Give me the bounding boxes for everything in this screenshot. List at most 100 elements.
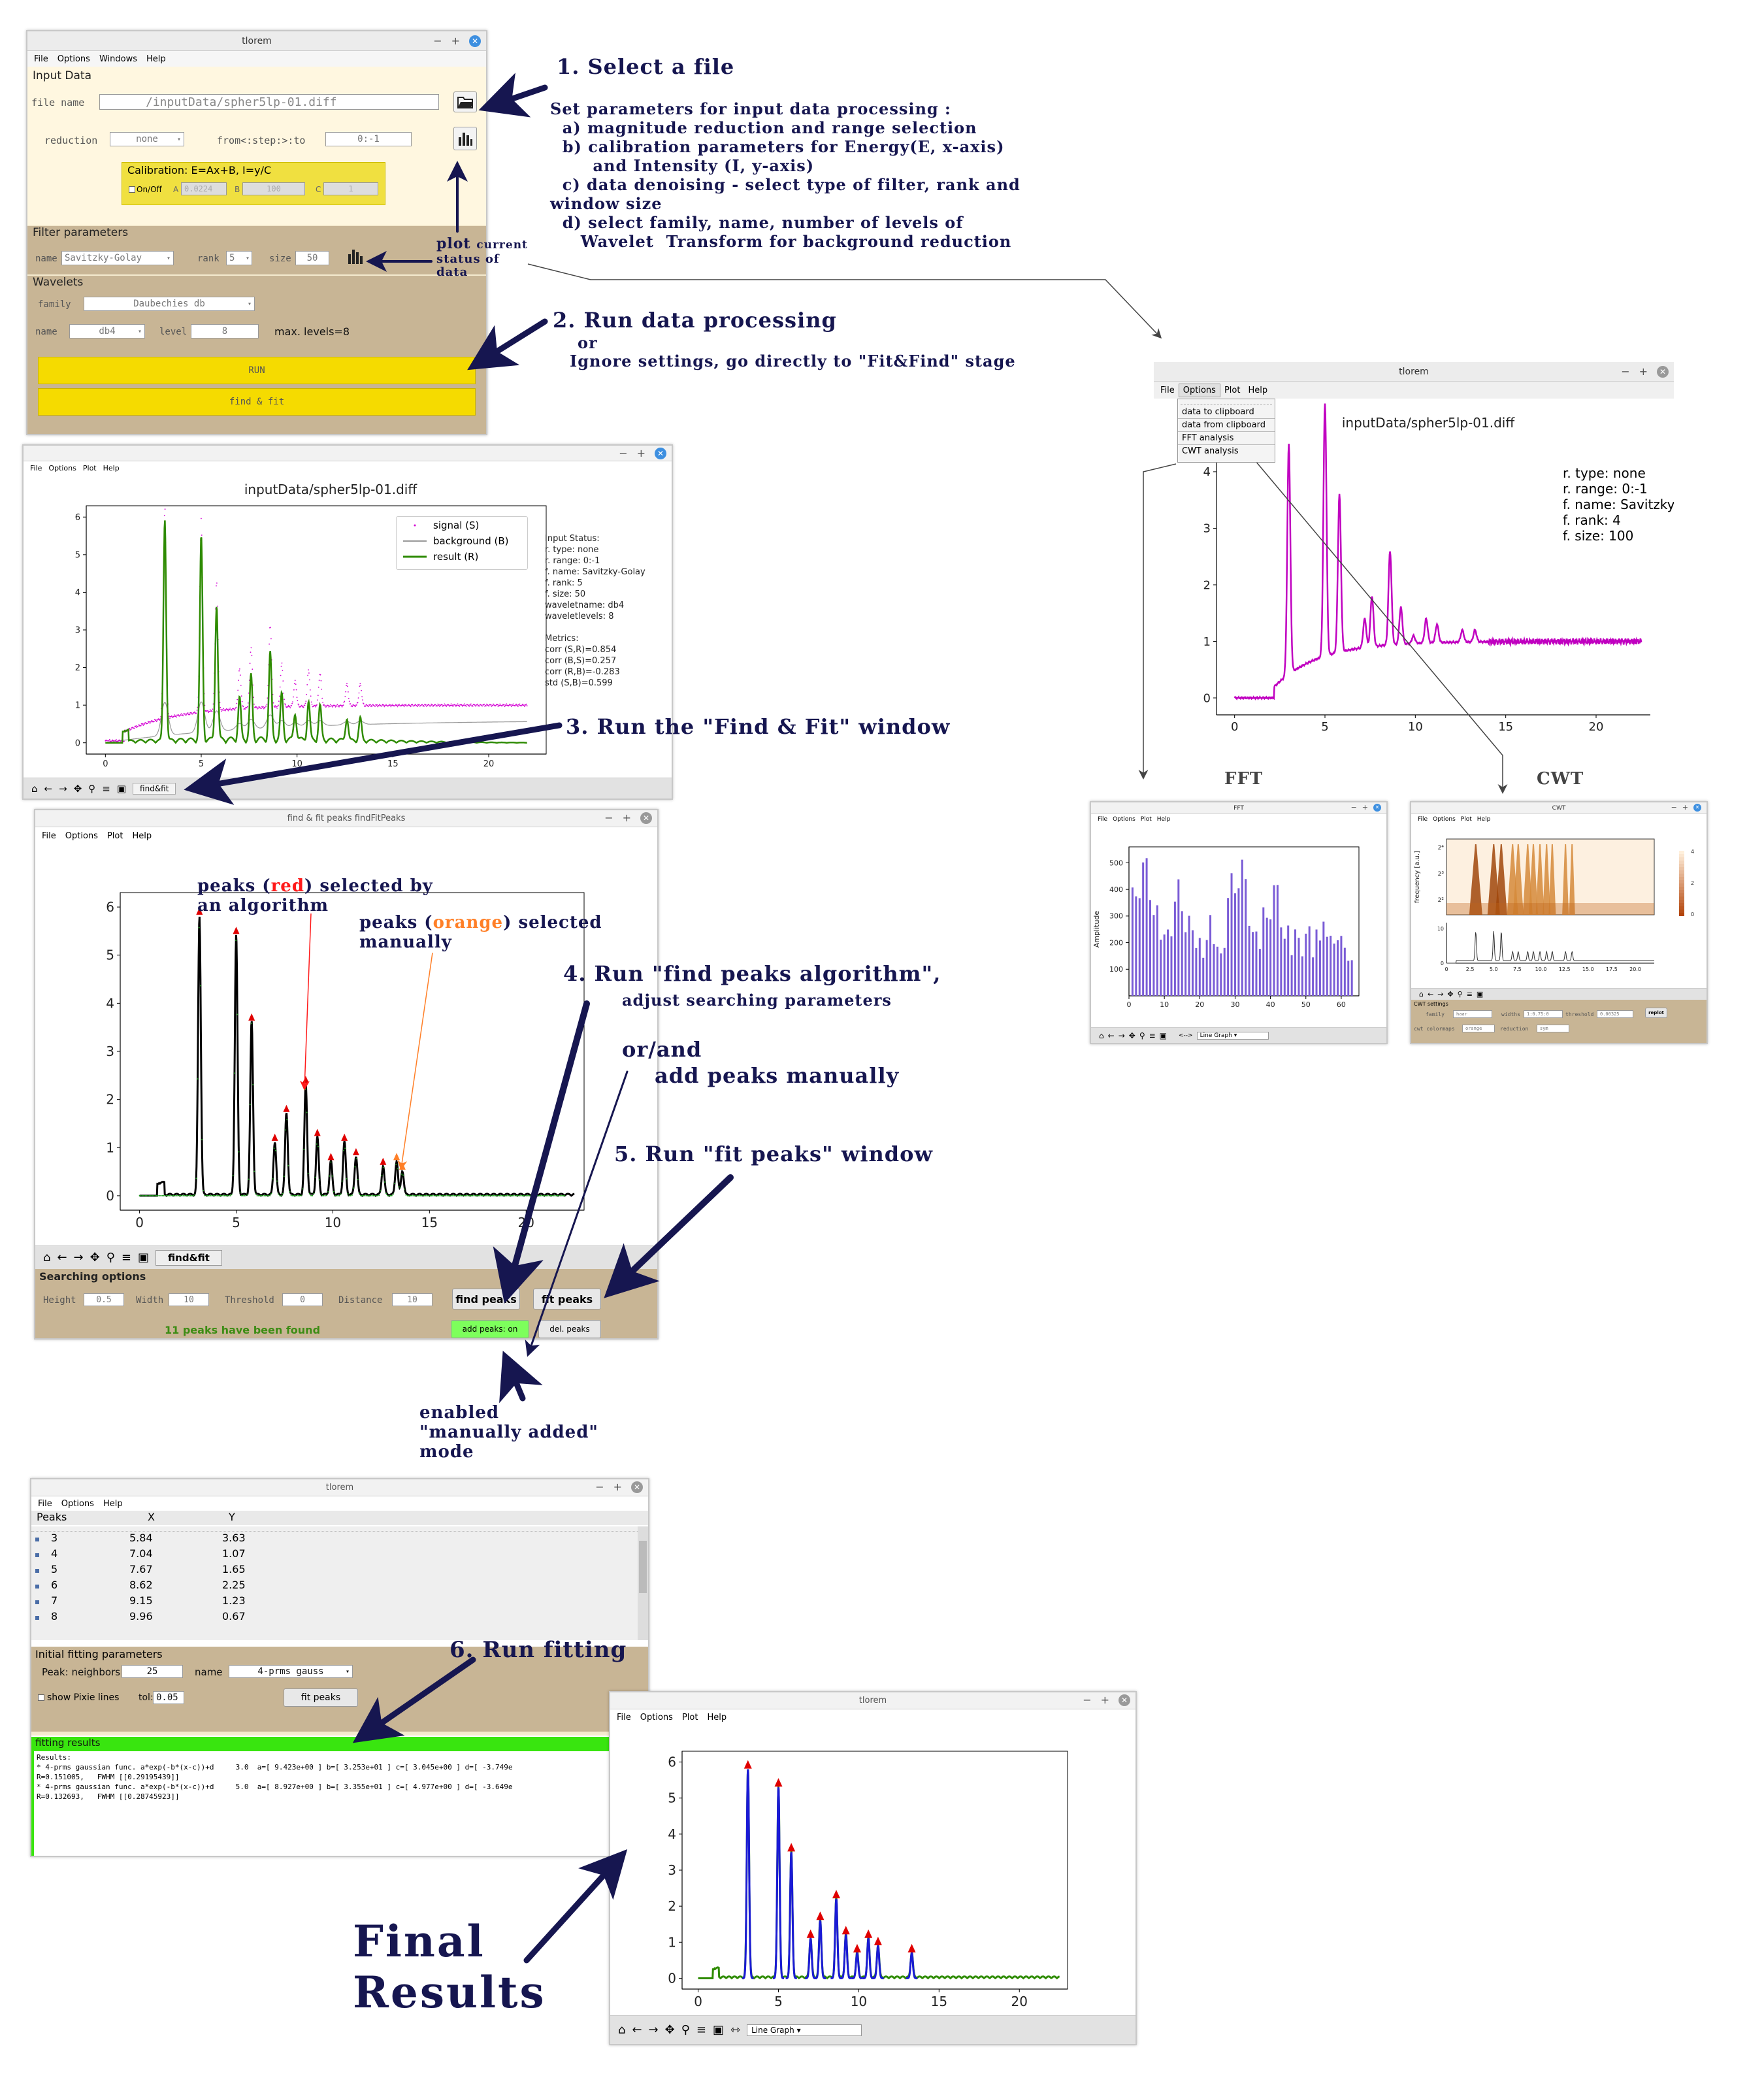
wavelet-name-select[interactable]: db4 ▾ [69,324,145,338]
fit-peaks-button[interactable]: fit peaks [284,1688,358,1707]
home-icon[interactable]: ⌂ [1419,990,1424,998]
home-icon[interactable]: ⌂ [43,1251,51,1264]
b-input[interactable]: 100 [242,182,305,195]
family-select[interactable]: Daubechies db ▾ [84,297,255,311]
menu-help[interactable]: Help [132,831,152,841]
forward-icon[interactable]: → [59,782,67,795]
back-icon[interactable]: ← [1427,990,1434,998]
cwt-reduction-select[interactable]: sym [1537,1025,1569,1032]
menu-options[interactable]: Options [1433,816,1456,823]
menu-plot[interactable]: Plot [1460,816,1472,823]
range-input[interactable]: 0:-1 [325,132,412,146]
maximize-icon[interactable]: + [622,812,631,824]
menu-plot[interactable]: Plot [82,463,97,472]
forward-icon[interactable]: → [1437,990,1444,998]
menu-options[interactable]: Options [1178,383,1220,397]
table-row[interactable]: 8 9.96 0.67 [31,1610,638,1626]
configure-icon[interactable]: ≡ [121,1251,131,1264]
zoom-icon[interactable]: ⚲ [681,2023,690,2037]
cwt-replot-button[interactable]: replot [1645,1008,1667,1018]
maximize-icon[interactable]: + [636,447,645,459]
close-icon[interactable]: ✕ [469,35,481,47]
minimize-icon[interactable]: − [433,35,442,47]
plot-status-button-2[interactable] [344,244,367,268]
configure-icon[interactable]: ≡ [1466,990,1473,998]
find-peaks-button[interactable]: find peaks [452,1289,520,1309]
close-icon[interactable]: ✕ [655,447,666,459]
configure-icon[interactable]: ≡ [1149,1030,1156,1040]
reduction-select[interactable]: none ▾ [110,132,184,146]
back-icon[interactable]: ← [632,2023,642,2037]
menu-options[interactable]: Options [61,1498,94,1509]
menu-file[interactable]: File [42,831,56,841]
menu-item-data-from-clipboard[interactable]: data from clipboard [1178,418,1275,432]
save-icon[interactable]: ▣ [116,782,127,795]
close-icon[interactable]: ✕ [640,812,652,824]
find-fit-button[interactable]: find & fit [38,388,476,416]
menu-plot[interactable]: Plot [681,1712,698,1722]
minimize-icon[interactable]: − [595,1481,604,1493]
pixie-lines-checkbox[interactable]: show Pixie lines [38,1692,119,1703]
cwt-family-select[interactable]: haar [1453,1010,1492,1018]
back-icon[interactable]: ← [57,1251,67,1264]
menu-item-data-to-clipboard[interactable]: data to clipboard [1182,407,1254,417]
level-input[interactable]: 8 [191,324,259,338]
close-icon[interactable]: ✕ [631,1481,643,1493]
find-fit-tool-button[interactable]: find&fit [155,1249,222,1266]
menu-options[interactable]: Options [640,1712,673,1722]
fit-name-select[interactable]: 4-prms gauss ▾ [229,1665,353,1678]
menu-help[interactable]: Help [1248,385,1268,395]
save-icon[interactable]: ▣ [138,1251,150,1264]
cwt-threshold-input[interactable]: 0.00325 [1597,1010,1633,1018]
plot-status-button-1[interactable] [453,127,477,150]
pan-icon[interactable]: ✥ [73,782,82,795]
home-icon[interactable]: ⌂ [31,782,38,795]
save-icon[interactable]: ▣ [713,2023,725,2037]
save-icon[interactable]: ▣ [1476,990,1484,998]
zoom-icon[interactable]: ⚲ [1457,990,1463,998]
maximize-icon[interactable]: + [1639,365,1648,378]
menu-file[interactable]: File [30,463,42,472]
menu-options[interactable]: Options [65,831,98,841]
a-input[interactable]: 0.0224 [181,182,227,195]
maximize-icon[interactable]: + [613,1481,622,1493]
pan-icon[interactable]: ✥ [1447,990,1454,998]
menu-file[interactable]: File [1160,385,1175,395]
menu-options[interactable]: Options [48,463,76,472]
tol-input[interactable]: 0.05 [153,1691,184,1704]
menu-file[interactable]: File [1418,816,1428,823]
minimize-icon[interactable]: − [619,447,628,459]
table-row[interactable]: 7 9.15 1.23 [31,1594,638,1610]
fit-width-icon[interactable]: ⇿ [730,2023,741,2037]
line-graph-select[interactable]: Line Graph ▾ [1196,1031,1269,1040]
menu-plot[interactable]: Plot [1224,385,1241,395]
menu-options[interactable]: Options [1113,816,1135,823]
save-icon[interactable]: ▣ [1159,1030,1168,1040]
table-scrollbar[interactable] [638,1526,648,1640]
width-input[interactable]: 10 [169,1293,209,1306]
threshold-input[interactable]: 0 [282,1293,323,1306]
home-icon[interactable]: ⌂ [1099,1030,1104,1040]
add-peaks-toggle[interactable]: add peaks: on [451,1320,529,1338]
close-icon[interactable]: ✕ [1119,1694,1130,1706]
minimize-icon[interactable]: − [1671,803,1677,812]
menu-file[interactable]: File [1098,816,1108,823]
menu-item-cwt-analysis[interactable]: CWT analysis [1178,444,1275,457]
close-icon[interactable]: ✕ [1693,803,1701,812]
pan-icon[interactable]: ✥ [1128,1030,1135,1040]
back-icon[interactable]: ← [1107,1030,1115,1040]
fit-peaks-button[interactable]: fit peaks [533,1289,601,1309]
zoom-icon[interactable]: ⚲ [106,1251,115,1264]
file-name-input[interactable]: /inputData/spher5lp-01.diff [99,94,439,110]
filter-name-select[interactable]: Savitzky-Golay ▾ [61,251,174,265]
neighbors-input[interactable]: 25 [122,1665,183,1678]
close-icon[interactable]: ✕ [1373,803,1381,812]
menu-options[interactable]: Options [57,54,90,64]
forward-icon[interactable]: → [1118,1030,1125,1040]
menu-help[interactable]: Help [1477,816,1491,823]
home-icon[interactable]: ⌂ [618,2023,626,2037]
minimize-icon[interactable]: − [1083,1694,1092,1706]
cwt-colormap-select[interactable]: orange [1462,1025,1495,1032]
menu-help[interactable]: Help [707,1712,727,1722]
maximize-icon[interactable]: + [1682,803,1688,812]
